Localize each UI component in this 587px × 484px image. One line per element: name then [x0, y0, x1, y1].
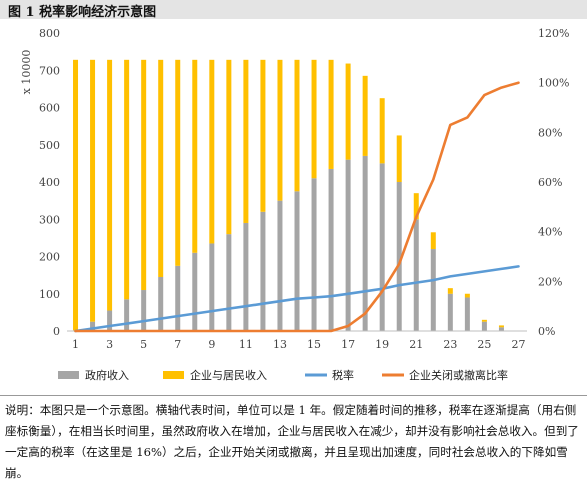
figure-title: 图 1 税率影响经济示意图 — [8, 5, 157, 20]
bar-enterprise-resident-income — [175, 59, 181, 266]
bar-enterprise-resident-income — [107, 59, 113, 311]
bar-government-income — [379, 163, 385, 331]
y-right-tick-label: 60% — [538, 176, 562, 189]
y-left-tick-label: 100 — [39, 288, 60, 301]
bar-enterprise-resident-income — [192, 59, 198, 253]
bar-enterprise-resident-income — [294, 59, 300, 192]
y-right-tick-label: 80% — [538, 126, 562, 139]
line-tax-rate — [74, 265, 520, 333]
bar-government-income — [294, 191, 300, 331]
bar-enterprise-resident-income — [362, 75, 368, 156]
bar-enterprise-resident-income — [430, 232, 436, 250]
y-right-tick-label: 120% — [538, 27, 569, 40]
x-tick-label: 21 — [409, 338, 423, 351]
bar-enterprise-resident-income — [277, 59, 283, 201]
bar-enterprise-resident-income — [464, 293, 470, 298]
y-right-tick-label: 100% — [538, 77, 569, 90]
bar-government-income — [311, 178, 317, 331]
bar-enterprise-resident-income — [498, 325, 504, 328]
y-right-tick-label: 20% — [538, 275, 562, 288]
bar-government-income — [243, 222, 249, 331]
bar-enterprise-resident-income — [141, 59, 147, 291]
x-tick-label: 25 — [477, 338, 491, 351]
bar-government-income — [481, 321, 487, 331]
bar-enterprise-resident-income — [90, 59, 96, 322]
x-tick-label: 3 — [106, 338, 113, 351]
caption-text: 说明：本图只是一个示意图。横轴代表时间，单位可以是 1 年。假定随着时间的推移，… — [5, 403, 579, 480]
bar-government-income — [362, 155, 368, 331]
x-tick-label: 17 — [341, 338, 355, 351]
bar-government-income — [175, 265, 181, 331]
bar-government-income — [498, 327, 504, 331]
x-tick-label: 19 — [375, 338, 389, 351]
x-tick-label: 13 — [273, 338, 287, 351]
x-tick-label: 9 — [208, 338, 215, 351]
bar-enterprise-resident-income — [379, 98, 385, 164]
y-right-tick-label: 0% — [538, 325, 555, 338]
figure-title-bar: 图 1 税率影响经济示意图 — [0, 0, 587, 20]
legend-enterprise-resident-income-swatch — [163, 371, 184, 379]
bar-enterprise-resident-income — [226, 59, 232, 235]
bar-enterprise-resident-income — [209, 59, 215, 244]
bar-enterprise-resident-income — [413, 193, 419, 220]
bar-enterprise-resident-income — [481, 319, 487, 322]
chart: 0 100 200 300 400 500 600 700 800 0% 20% 40% 60% 80% 1… — [20, 27, 569, 382]
bar-government-income — [430, 249, 436, 331]
bar-enterprise-resident-income — [158, 59, 164, 277]
bar-enterprise-resident-income — [345, 63, 351, 160]
line-closure-ratio — [74, 81, 520, 333]
legend-government-income-swatch — [58, 371, 79, 379]
y-left-tick-label: 700 — [39, 64, 60, 77]
bar-enterprise-resident-income — [73, 59, 79, 331]
bar-government-income — [328, 168, 334, 331]
bar-enterprise-resident-income — [243, 59, 249, 223]
legend-tax-rate-label: 税率 — [332, 368, 354, 382]
y-right-tick-label: 40% — [538, 226, 562, 239]
bar-government-income — [396, 182, 402, 331]
caption-box: 说明：本图只是一个示意图。横轴代表时间，单位可以是 1 年。假定随着时间的推移，… — [0, 395, 587, 480]
bar-government-income — [90, 321, 96, 331]
legend-closure-ratio-label: 企业关闭或撤离比率 — [409, 368, 508, 382]
bar-enterprise-resident-income — [124, 59, 130, 300]
bar-government-income — [124, 299, 130, 331]
bar-government-income — [260, 211, 266, 331]
bar-government-income — [141, 290, 147, 331]
bar-government-income — [209, 243, 215, 331]
y-left-tick-label: 200 — [39, 251, 60, 264]
x-tick-label: 5 — [140, 338, 147, 351]
legend-enterprise-resident-income-label: 企业与居民收入 — [190, 368, 267, 382]
y-left-tick-label: 0 — [53, 325, 60, 338]
bar-government-income — [192, 252, 198, 331]
bar-enterprise-resident-income — [396, 135, 402, 182]
bar-government-income — [345, 159, 351, 331]
bar-enterprise-resident-income — [260, 59, 266, 212]
x-tick-label: 23 — [443, 338, 457, 351]
bar-government-income — [413, 219, 419, 331]
bar-enterprise-resident-income — [311, 59, 317, 179]
bar-government-income — [226, 234, 232, 331]
bar-government-income — [277, 200, 283, 331]
bar-government-income — [107, 310, 113, 331]
y-left-tick-label: 500 — [39, 139, 60, 152]
bar-government-income — [158, 276, 164, 331]
legend-government-income-label: 政府收入 — [85, 368, 129, 382]
bar-enterprise-resident-income — [328, 59, 334, 169]
y-left-tick-label: 400 — [39, 176, 60, 189]
x-tick-label: 15 — [307, 338, 321, 351]
y-left-tick-label: 800 — [39, 27, 60, 40]
x-tick-label: 27 — [511, 338, 525, 351]
bar-government-income — [464, 297, 470, 331]
x-tick-label: 11 — [239, 338, 253, 351]
y-left-tick-label: 600 — [39, 102, 60, 115]
x-tick-label: 1 — [72, 338, 79, 351]
bar-government-income — [447, 293, 453, 331]
bar-enterprise-resident-income — [447, 288, 453, 294]
y-left-axis-label: x 10000 — [20, 50, 33, 95]
y-left-tick-label: 300 — [39, 213, 60, 226]
x-tick-label: 7 — [174, 338, 181, 351]
